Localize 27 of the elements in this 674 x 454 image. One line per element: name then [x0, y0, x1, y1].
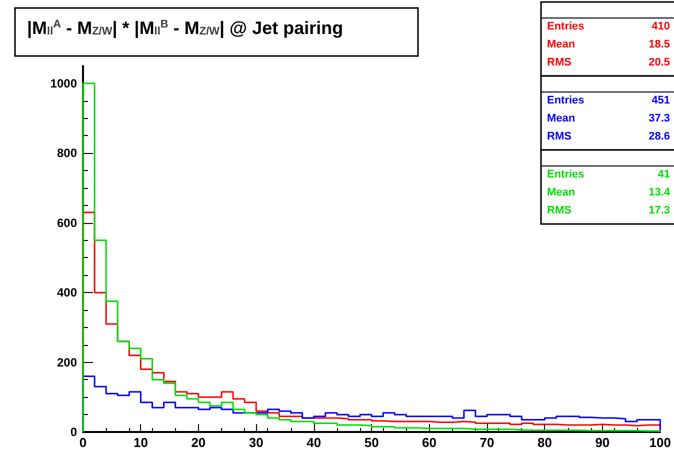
y-tick-label: 400 [56, 286, 78, 300]
chart-title: |MllA - MZ/W| * |MllB - MZ/W| @ Jet pairing [27, 18, 344, 38]
x-tick-label: 50 [364, 435, 379, 450]
text: Entries 41 [547, 168, 670, 180]
x-tick-label: 10 [133, 435, 148, 450]
text: RMS 17.3 [547, 204, 670, 216]
x-tick-label: 20 [191, 435, 206, 450]
text: Mean 13.4 [547, 186, 670, 198]
x-tick-label: 70 [480, 435, 494, 450]
y-tick-label: 200 [56, 355, 78, 370]
text: RMS 28.6 [547, 130, 670, 142]
y-tick-label: 0 [70, 425, 78, 439]
text: Entries 410 [547, 20, 670, 32]
x-tick-label: 30 [248, 435, 264, 450]
x-tick-label: 0 [79, 435, 87, 450]
text: Entries 451 [547, 94, 670, 106]
x-tick-label: 100 [649, 435, 672, 450]
x-tick-label: 80 [537, 435, 552, 450]
text: Mean 37.3 [547, 112, 670, 124]
text: Mean 18.5 [547, 38, 670, 50]
text: RMS 20.5 [547, 56, 670, 68]
x-tick-label: 60 [422, 435, 437, 450]
y-tick-label: 1000 [50, 76, 78, 90]
x-tick-label: 40 [306, 435, 322, 450]
y-tick-label: 600 [56, 216, 78, 230]
x-tick-label: 90 [595, 435, 610, 450]
y-tick-label: 800 [56, 146, 78, 160]
